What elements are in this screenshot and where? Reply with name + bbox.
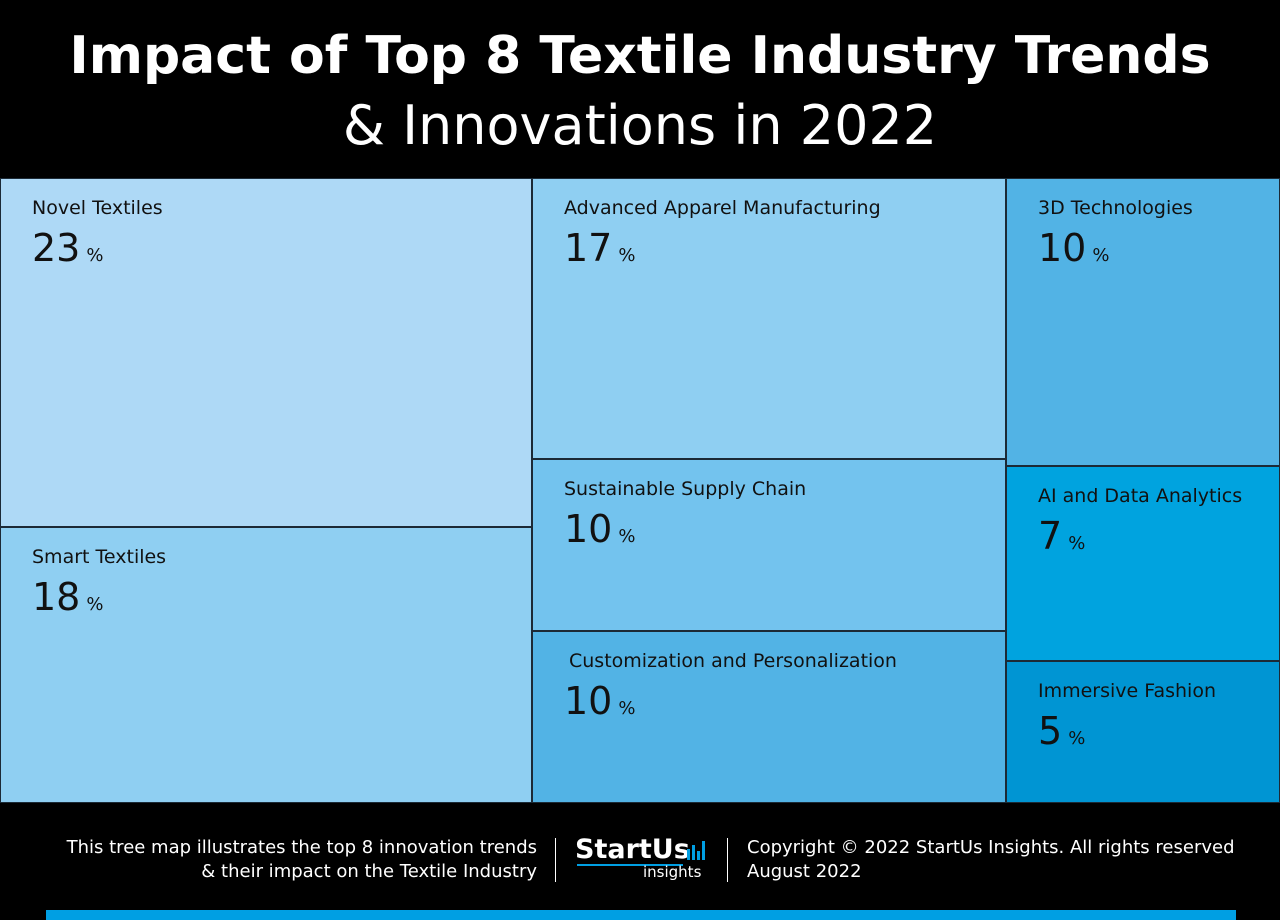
startus-insights-logo: StartUs insights	[575, 836, 710, 884]
treemap-cell-value: 23%	[32, 226, 103, 270]
footer-copyright: Copyright © 2022 StartUs Insights. All r…	[747, 836, 1235, 884]
treemap-cell-value: 5%	[1038, 709, 1085, 753]
treemap-cell-label: Customization and Personalization	[569, 650, 897, 672]
value-number: 10	[564, 679, 613, 723]
footer-divider-right	[727, 838, 728, 882]
value-number: 23	[32, 226, 81, 270]
chart-title: Impact of Top 8 Textile Industry Trends	[69, 26, 1211, 86]
value-number: 10	[564, 507, 613, 551]
treemap-cell-smart-textiles: Smart Textiles 18%	[0, 527, 532, 803]
treemap-cell-sustainable-supply-chain: Sustainable Supply Chain 10%	[532, 459, 1006, 631]
value-unit: %	[1092, 245, 1110, 266]
treemap-cell-label: Novel Textiles	[32, 197, 163, 219]
bar-chart-icon	[687, 841, 705, 860]
value-number: 7	[1038, 514, 1063, 558]
treemap-cell-value: 17%	[564, 226, 635, 270]
footer-divider-left	[555, 838, 556, 882]
footer-description-line1: This tree map illustrates the top 8 inno…	[66, 837, 537, 858]
value-unit: %	[618, 698, 636, 719]
chart-header: Impact of Top 8 Textile Industry Trends …	[0, 0, 1280, 178]
treemap-cell-value: 10%	[564, 679, 635, 723]
value-number: 5	[1038, 709, 1063, 753]
footer-description-line2: & their impact on the Textile Industry	[201, 861, 537, 882]
footer: This tree map illustrates the top 8 inno…	[0, 803, 1280, 920]
value-number: 17	[564, 226, 613, 270]
treemap-cell-customization-and-personalization: Customization and Personalization 10%	[532, 631, 1006, 803]
value-number: 18	[32, 575, 81, 619]
footer-description: This tree map illustrates the top 8 inno…	[67, 836, 537, 884]
value-unit: %	[1068, 728, 1086, 749]
treemap-cell-advanced-apparel-manufacturing: Advanced Apparel Manufacturing 17%	[532, 178, 1006, 459]
treemap-cell-label: 3D Technologies	[1038, 197, 1193, 219]
logo-sub-text: insights	[643, 863, 702, 881]
footer-accent-bar	[46, 910, 1236, 920]
logo-brand-text: StartUs	[575, 834, 690, 865]
treemap-cell-value: 7%	[1038, 514, 1085, 558]
treemap-cell-label: AI and Data Analytics	[1038, 485, 1243, 507]
value-unit: %	[86, 245, 104, 266]
treemap-cell-immersive-fashion: Immersive Fashion 5%	[1006, 661, 1280, 803]
treemap-cell-novel-textiles: Novel Textiles 23%	[0, 178, 532, 527]
treemap-cell-label: Immersive Fashion	[1038, 680, 1216, 702]
value-unit: %	[1068, 533, 1086, 554]
treemap-cell-value: 18%	[32, 575, 103, 619]
treemap-cell-value: 10%	[1038, 226, 1109, 270]
value-number: 10	[1038, 226, 1087, 270]
treemap-cell-ai-and-data-analytics: AI and Data Analytics 7%	[1006, 466, 1280, 661]
copyright-text: Copyright © 2022 StartUs Insights. All r…	[747, 837, 1235, 858]
publication-date: August 2022	[747, 861, 862, 882]
treemap-cell-3d-technologies: 3D Technologies 10%	[1006, 178, 1280, 466]
treemap-cell-value: 10%	[564, 507, 635, 551]
logo-underline	[577, 864, 683, 866]
chart-subtitle: & Innovations in 2022	[342, 94, 938, 157]
treemap-cell-label: Advanced Apparel Manufacturing	[564, 197, 881, 219]
treemap-chart: Novel Textiles 23% Smart Textiles 18% Advanc…	[0, 178, 1280, 803]
value-unit: %	[86, 594, 104, 615]
treemap-cell-label: Sustainable Supply Chain	[564, 478, 807, 500]
treemap-cell-label: Smart Textiles	[32, 546, 167, 568]
value-unit: %	[618, 526, 636, 547]
value-unit: %	[618, 245, 636, 266]
